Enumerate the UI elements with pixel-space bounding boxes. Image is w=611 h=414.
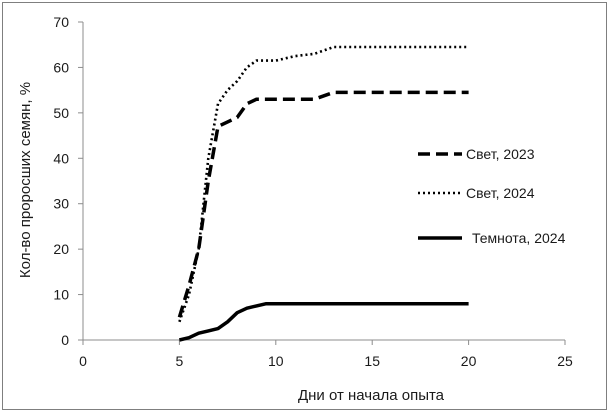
x-tick-label: 5 [176,353,184,369]
x-tick-label: 10 [268,353,284,369]
x-tick-label: 20 [461,353,477,369]
chart-frame [2,2,607,410]
x-tick-label: 0 [79,353,87,369]
legend: Свет, 2023 Свет, 2024 Темнота, 2024 [418,146,566,246]
series-line-3 [178,301,469,342]
y-tick-label: 0 [61,332,69,348]
plot-area [177,45,469,342]
series-line-1 [177,90,469,318]
y-tick-label: 10 [53,287,69,303]
x-axis-title: Дни от начала опыта [298,387,445,404]
y-tick-label: 40 [53,150,69,166]
y-axis-title: Кол-во проросших семян, % [17,82,34,278]
axes: 0 5 10 15 20 25 0 10 20 30 40 50 60 70 [53,14,573,369]
y-tick-label: 30 [53,196,69,212]
series-line-2 [178,45,469,323]
y-tick-label: 20 [53,241,69,257]
legend-label-2: Свет, 2024 [466,185,535,201]
y-tick-label: 70 [53,14,69,30]
x-tick-label: 25 [557,353,573,369]
x-tick-label: 15 [364,353,380,369]
legend-label-1: Свет, 2023 [466,146,535,162]
y-tick-label: 60 [53,59,69,75]
y-tick-label: 50 [53,105,69,121]
legend-label-3: Темнота, 2024 [472,230,566,246]
